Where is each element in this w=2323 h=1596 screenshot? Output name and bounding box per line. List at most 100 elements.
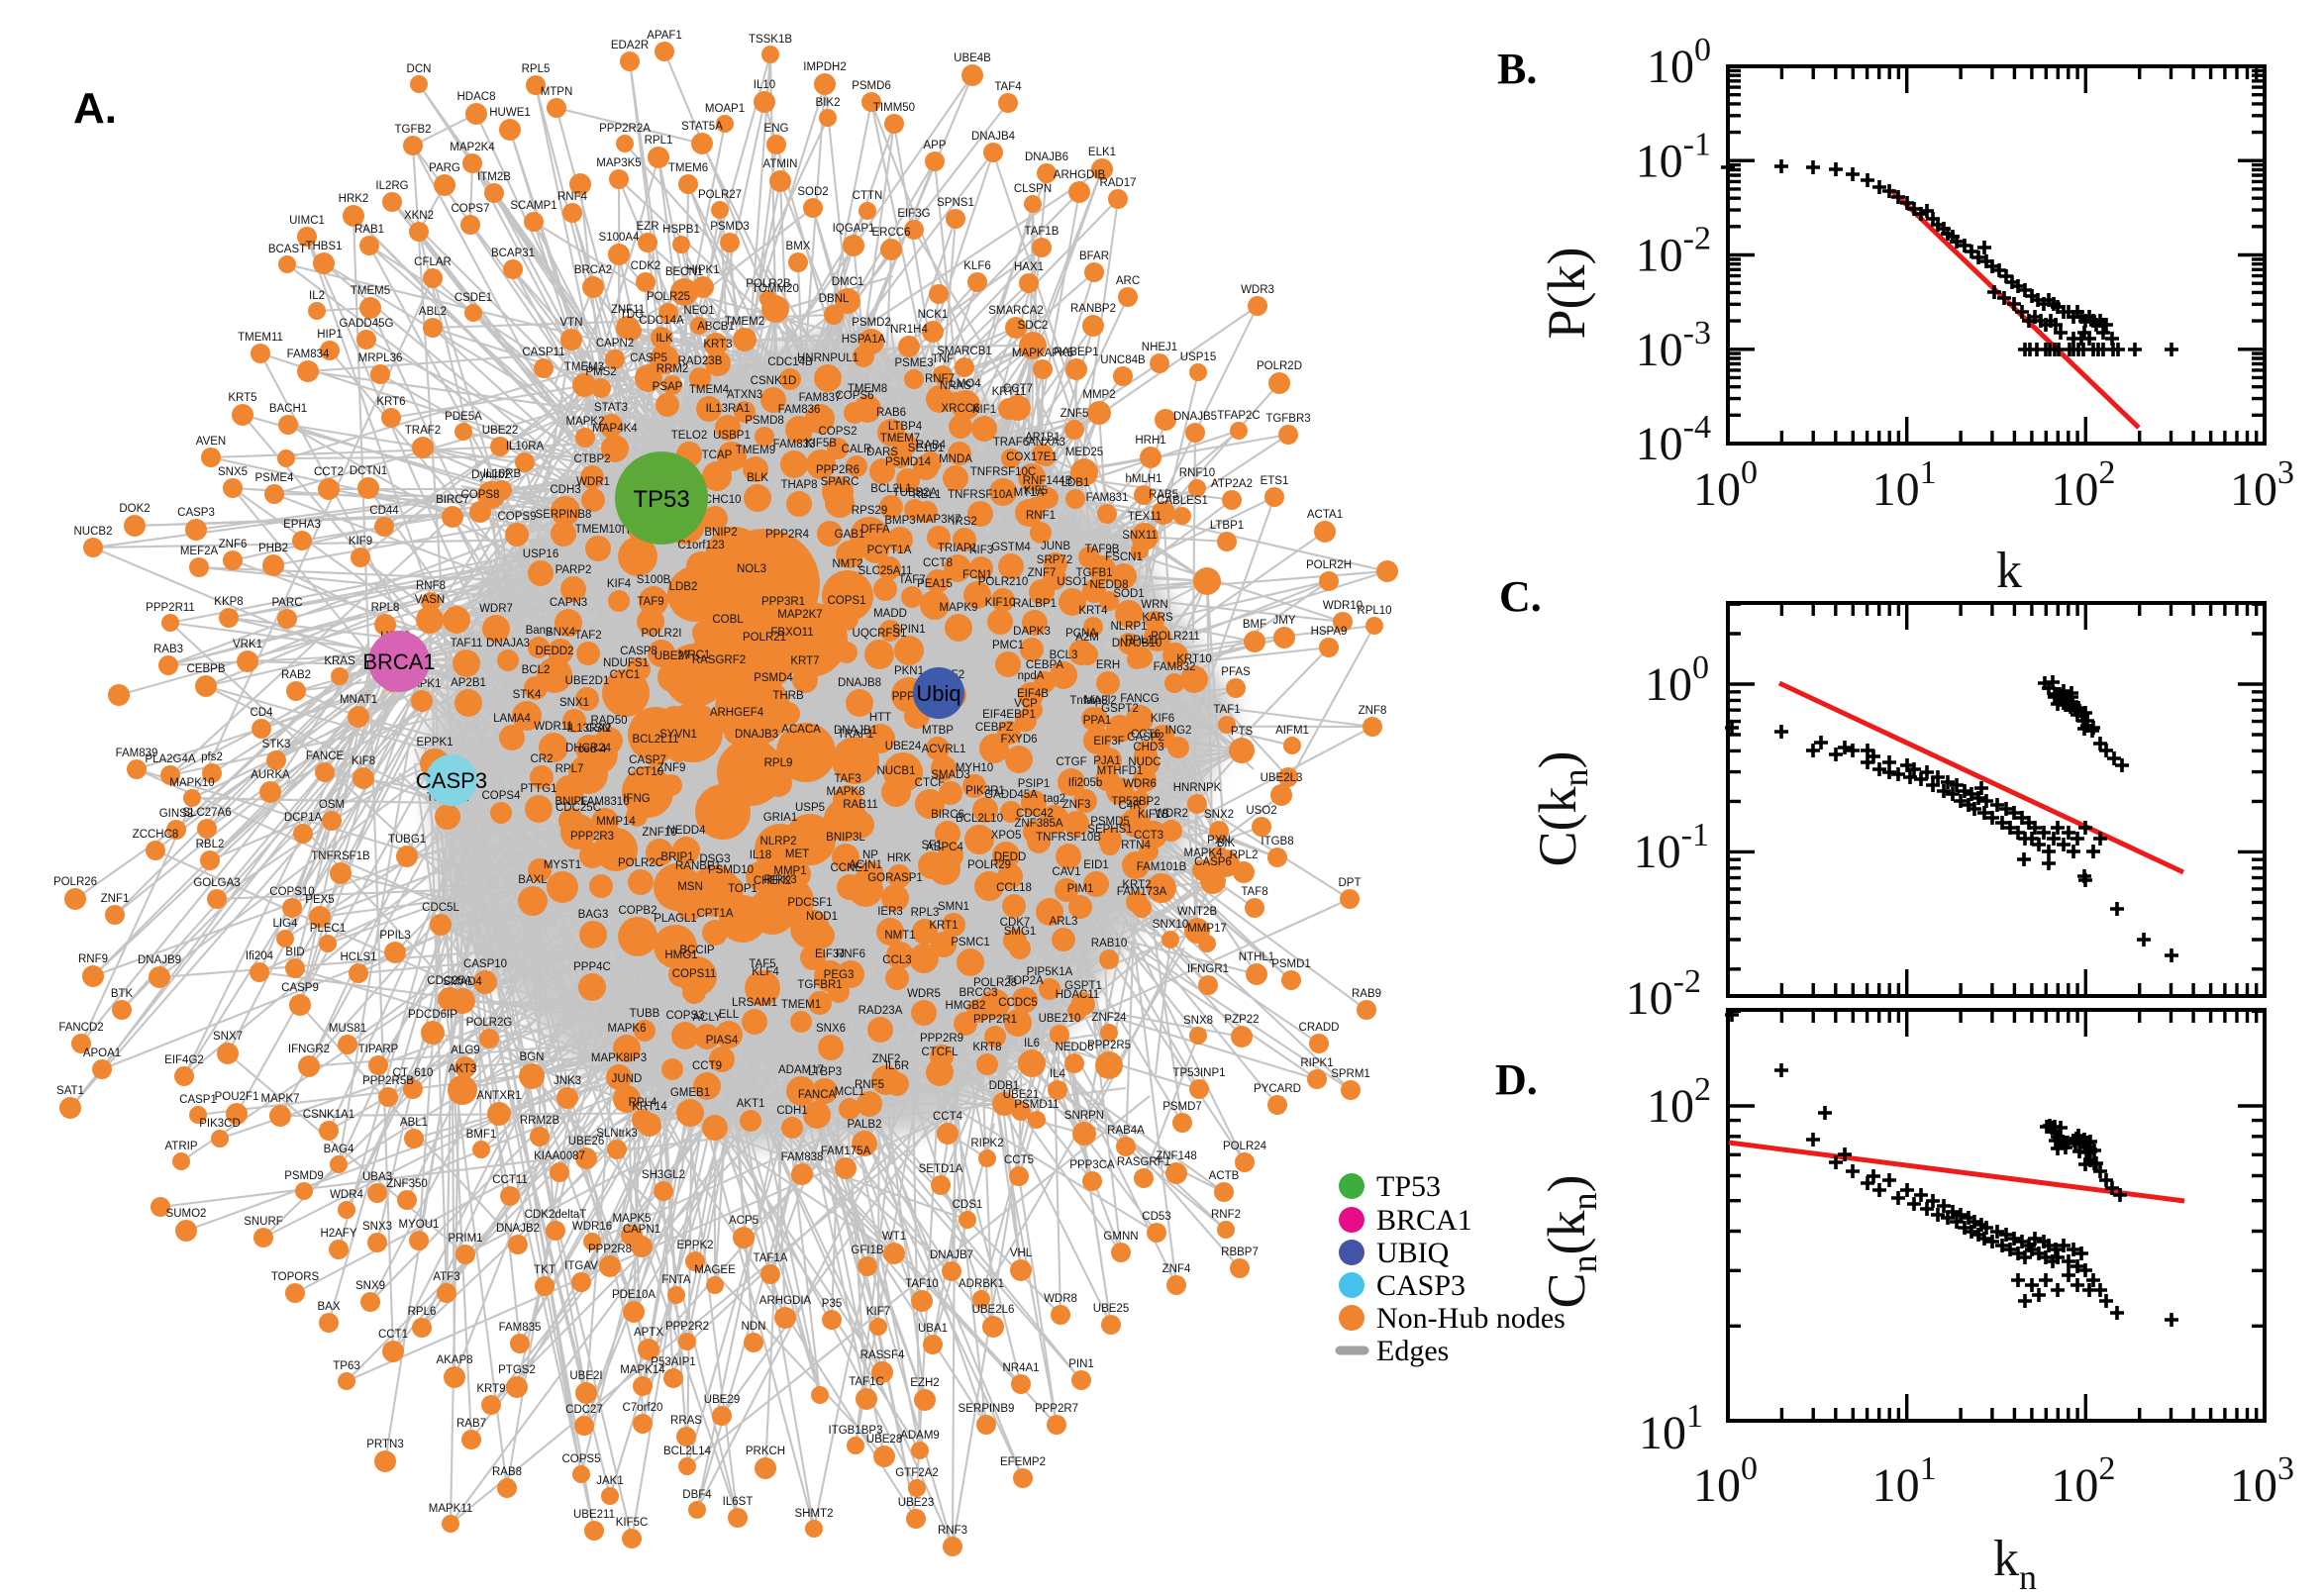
svg-text:S100B: S100B: [637, 574, 671, 586]
svg-text:WDR5: WDR5: [907, 988, 941, 1000]
svg-text:DNAJB7: DNAJB7: [930, 1249, 973, 1261]
svg-text:CCT5: CCT5: [1004, 1154, 1034, 1166]
svg-text:TSSK1B: TSSK1B: [749, 34, 792, 46]
svg-text:PMS2: PMS2: [585, 366, 616, 378]
svg-text:UBE21: UBE21: [1003, 1089, 1039, 1101]
svg-text:UQCRFS1: UQCRFS1: [853, 628, 907, 640]
svg-text:KIF5C: KIF5C: [616, 1517, 649, 1529]
svg-text:SOD2: SOD2: [797, 186, 828, 198]
svg-text:PDE10A: PDE10A: [612, 1289, 656, 1301]
svg-text:RNF7: RNF7: [925, 373, 955, 385]
svg-text:COPS2: COPS2: [819, 426, 858, 438]
svg-text:RAD23A: RAD23A: [858, 1005, 903, 1017]
svg-text:POLR2G: POLR2G: [466, 1017, 513, 1029]
svg-text:APAF1: APAF1: [647, 30, 682, 42]
svg-text:RNF144B: RNF144B: [1023, 475, 1073, 487]
svg-text:RBL2: RBL2: [196, 839, 225, 850]
svg-text:PHB2: PHB2: [258, 543, 288, 554]
svg-text:P(k): P(k): [1537, 248, 1596, 340]
svg-text:BAX: BAX: [317, 1301, 340, 1313]
svg-text:KRT2: KRT2: [1122, 879, 1151, 891]
svg-text:CASP3: CASP3: [177, 507, 215, 519]
svg-text:RBBP7: RBBP7: [1221, 1247, 1259, 1258]
svg-text:CEBPA: CEBPA: [1026, 659, 1063, 671]
svg-text:HRK: HRK: [887, 852, 912, 864]
svg-text:COPS8: COPS8: [461, 489, 500, 501]
svg-text:TNF: TNF: [932, 353, 954, 365]
svg-text:KIF5B: KIF5B: [805, 438, 837, 449]
svg-text:EIF3F: EIF3F: [1093, 736, 1124, 748]
svg-text:CD53: CD53: [1142, 1211, 1170, 1223]
svg-text:NHEJ1: NHEJ1: [1142, 342, 1177, 353]
svg-text:TOMM20: TOMM20: [752, 283, 799, 295]
svg-text:POLR210: POLR210: [978, 576, 1029, 588]
svg-text:IL6: IL6: [1024, 1038, 1040, 1049]
svg-text:RRM2B: RRM2B: [520, 1115, 560, 1127]
svg-text:CCT8: CCT8: [923, 557, 953, 569]
svg-text:MMP2: MMP2: [1082, 389, 1115, 401]
svg-text:DFFA: DFFA: [860, 524, 890, 536]
svg-text:Banp: Banp: [526, 625, 553, 637]
svg-text:THBS1: THBS1: [305, 241, 342, 252]
svg-text:ZNF4: ZNF4: [1162, 1263, 1191, 1275]
svg-text:WDR8: WDR8: [1044, 1293, 1077, 1305]
svg-text:TOP2A: TOP2A: [1006, 975, 1044, 987]
svg-text:NRAS: NRAS: [940, 380, 971, 392]
svg-text:HMGB2: HMGB2: [946, 1000, 986, 1012]
svg-text:IL13RA2: IL13RA2: [567, 723, 612, 735]
svg-text:ARHGDIB: ARHGDIB: [1054, 169, 1106, 181]
svg-text:ZNF24: ZNF24: [1091, 1012, 1127, 1024]
svg-text:PRTN3: PRTN3: [366, 1439, 404, 1450]
svg-text:TIMM50: TIMM50: [873, 102, 915, 114]
svg-text:MAPK2: MAPK2: [566, 416, 605, 428]
svg-text:BRCA1: BRCA1: [1376, 1204, 1472, 1237]
svg-text:SETD1A: SETD1A: [919, 1163, 963, 1175]
svg-text:FXYD6: FXYD6: [1000, 734, 1037, 746]
svg-text:ACIN1: ACIN1: [849, 859, 882, 871]
svg-text:BMP3: BMP3: [884, 515, 915, 527]
svg-text:FAM834: FAM834: [287, 349, 330, 360]
svg-text:HDAC8: HDAC8: [457, 91, 496, 103]
svg-text:IL2RG: IL2RG: [375, 180, 408, 192]
svg-text:ARHGEF4: ARHGEF4: [710, 707, 764, 719]
svg-text:CD44: CD44: [369, 505, 399, 517]
svg-text:RAB10: RAB10: [1091, 938, 1127, 949]
svg-text:RPS29: RPS29: [852, 505, 887, 517]
svg-text:CCDC5: CCDC5: [998, 997, 1038, 1009]
svg-text:AKAP8: AKAP8: [436, 1354, 472, 1366]
svg-text:MNDA: MNDA: [939, 453, 972, 465]
svg-text:HDAC11: HDAC11: [1056, 989, 1100, 1001]
svg-text:KKP8: KKP8: [214, 596, 243, 608]
svg-text:DNAJB6: DNAJB6: [1025, 151, 1068, 163]
svg-text:EIF3G: EIF3G: [897, 208, 930, 220]
svg-text:kn: kn: [1993, 1531, 2037, 1596]
svg-text:DAPK3: DAPK3: [1013, 626, 1051, 638]
svg-text:LDB2: LDB2: [669, 581, 698, 593]
svg-text:CTGF: CTGF: [1056, 756, 1086, 768]
svg-text:PSMD7: PSMD7: [1162, 1101, 1202, 1113]
svg-text:NUDC: NUDC: [1128, 756, 1161, 768]
svg-text:TRAF1: TRAF1: [838, 729, 873, 741]
svg-text:CCT6: CCT6: [1131, 729, 1161, 741]
svg-text:SMG1: SMG1: [1004, 926, 1037, 938]
svg-text:COPS11: COPS11: [672, 968, 717, 980]
svg-text:RPL5: RPL5: [522, 63, 551, 75]
svg-text:FAM173A: FAM173A: [1117, 886, 1167, 898]
svg-text:RAB8: RAB8: [492, 1466, 522, 1478]
svg-text:EIF3J: EIF3J: [815, 948, 845, 960]
svg-text:MAPK11: MAPK11: [429, 1503, 473, 1515]
svg-text:CTCFL: CTCFL: [921, 1047, 959, 1058]
svg-text:ZNF385A: ZNF385A: [1014, 818, 1063, 830]
svg-text:KRT1: KRT1: [929, 920, 958, 932]
svg-text:POLR2B: POLR2B: [746, 278, 791, 290]
svg-text:PPP2R2: PPP2R2: [665, 1321, 709, 1333]
svg-text:SNX4: SNX4: [546, 627, 576, 639]
svg-text:BIRC7: BIRC7: [436, 494, 469, 506]
svg-text:TP53: TP53: [1376, 1170, 1441, 1203]
svg-text:UNC84B: UNC84B: [1100, 354, 1146, 366]
svg-text:ADAM17: ADAM17: [778, 1064, 824, 1076]
svg-text:PPP2R11: PPP2R11: [146, 602, 195, 614]
svg-text:C4R: C4R: [1118, 800, 1141, 812]
svg-text:BCL2L11: BCL2L11: [632, 734, 678, 746]
svg-text:COX17E1: COX17E1: [1006, 451, 1058, 463]
